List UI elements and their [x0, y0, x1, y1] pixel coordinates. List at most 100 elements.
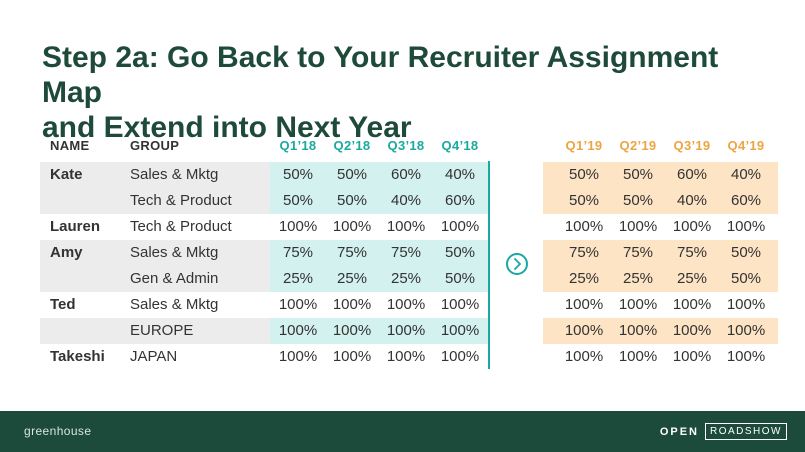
cell-2018: 100%: [332, 218, 372, 235]
cell-2019: 50%: [622, 166, 654, 183]
row-band-orange: [543, 188, 778, 214]
cell-2019: 100%: [618, 348, 658, 365]
row-band-orange: [543, 318, 778, 344]
cell-2019: 100%: [726, 322, 766, 339]
cell-2018: 50%: [282, 192, 314, 209]
row-band-teal: [270, 188, 488, 214]
row-group: Sales & Mktg: [130, 166, 219, 183]
cell-2018: 60%: [390, 166, 422, 183]
cell-2019: 25%: [676, 270, 708, 287]
slide-title-line-1: Step 2a: Go Back to Your Recruiter Assig…: [42, 41, 719, 109]
cell-2018: 100%: [332, 348, 372, 365]
cell-2018: 40%: [390, 192, 422, 209]
row-group: Sales & Mktg: [130, 244, 219, 261]
row-group: Gen & Admin: [130, 270, 219, 287]
header-q-2019: Q4’19: [727, 138, 765, 153]
cell-2019: 50%: [568, 192, 600, 209]
cell-2019: 40%: [730, 166, 762, 183]
cell-2019: 100%: [672, 348, 712, 365]
cell-2019: 40%: [676, 192, 708, 209]
brand-roadshow-text: ROADSHOW: [705, 423, 787, 440]
cell-2018: 100%: [440, 218, 480, 235]
row-group: Sales & Mktg: [130, 296, 219, 313]
cell-2019: 100%: [672, 322, 712, 339]
row-band-gray: [40, 162, 270, 188]
cell-2019: 100%: [618, 322, 658, 339]
cell-2019: 50%: [568, 166, 600, 183]
slide-title: Step 2a: Go Back to Your Recruiter Assig…: [42, 40, 782, 145]
cell-2019: 60%: [676, 166, 708, 183]
footer-bar: greenhouse OPEN ROADSHOW: [0, 411, 805, 452]
cell-2018: 100%: [386, 296, 426, 313]
cell-2018: 100%: [278, 322, 318, 339]
header-name: NAME: [50, 138, 90, 153]
row-band-orange: [543, 162, 778, 188]
header-q-2019: Q1’19: [565, 138, 603, 153]
row-group: EUROPE: [130, 322, 194, 339]
greenhouse-logo: greenhouse: [24, 424, 92, 438]
cell-2018: 60%: [444, 192, 476, 209]
cell-2019: 100%: [726, 348, 766, 365]
row-name: Lauren: [50, 218, 101, 235]
cell-2018: 100%: [332, 296, 372, 313]
q4-divider-line: [488, 161, 490, 369]
brand-open-text: OPEN: [659, 425, 699, 438]
cell-2018: 25%: [390, 270, 422, 287]
row-band-teal: [270, 240, 488, 266]
cell-2018: 40%: [444, 166, 476, 183]
cell-2019: 100%: [564, 218, 604, 235]
header-group: GROUP: [130, 138, 180, 153]
row-name: Ted: [50, 296, 76, 313]
cell-2018: 100%: [278, 348, 318, 365]
cell-2019: 100%: [564, 348, 604, 365]
cell-2019: 100%: [564, 296, 604, 313]
cell-2018: 100%: [440, 348, 480, 365]
cell-2018: 100%: [386, 322, 426, 339]
cell-2018: 50%: [336, 166, 368, 183]
header-q-2019: Q2’19: [619, 138, 657, 153]
row-band-teal: [270, 162, 488, 188]
cell-2018: 100%: [440, 322, 480, 339]
cell-2018: 25%: [336, 270, 368, 287]
cell-2019: 100%: [726, 218, 766, 235]
cell-2019: 100%: [726, 296, 766, 313]
cell-2019: 75%: [568, 244, 600, 261]
slide-title-line-2: and Extend into Next Year: [42, 111, 412, 144]
row-band-orange: [543, 240, 778, 266]
cell-2018: 50%: [444, 270, 476, 287]
cell-2019: 100%: [564, 322, 604, 339]
cell-2018: 100%: [386, 348, 426, 365]
row-group: Tech & Product: [130, 218, 232, 235]
row-band-orange: [543, 266, 778, 292]
row-band-teal: [270, 318, 488, 344]
row-band-gray: [40, 266, 270, 292]
cell-2018: 100%: [440, 296, 480, 313]
cell-2019: 75%: [622, 244, 654, 261]
cell-2019: 25%: [568, 270, 600, 287]
header-q-2019: Q3’19: [673, 138, 711, 153]
cell-2019: 100%: [672, 296, 712, 313]
row-group: Tech & Product: [130, 192, 232, 209]
cell-2019: 100%: [672, 218, 712, 235]
cell-2018: 100%: [278, 218, 318, 235]
cell-2019: 75%: [676, 244, 708, 261]
open-roadshow-logo: OPEN ROADSHOW: [660, 423, 787, 440]
cell-2019: 50%: [622, 192, 654, 209]
cell-2019: 100%: [618, 296, 658, 313]
header-q-2018: Q3’18: [387, 138, 425, 153]
cell-2018: 100%: [386, 218, 426, 235]
cell-2018: 100%: [332, 322, 372, 339]
cell-2018: 50%: [336, 192, 368, 209]
cell-2018: 25%: [282, 270, 314, 287]
cell-2018: 100%: [278, 296, 318, 313]
cell-2019: 25%: [622, 270, 654, 287]
chevron-right-circle-icon: [506, 253, 528, 275]
header-q-2018: Q4’18: [441, 138, 479, 153]
cell-2019: 50%: [730, 270, 762, 287]
cell-2018: 50%: [282, 166, 314, 183]
row-group: JAPAN: [130, 348, 178, 365]
cell-2018: 75%: [390, 244, 422, 261]
cell-2019: 50%: [730, 244, 762, 261]
cell-2018: 75%: [336, 244, 368, 261]
row-band-gray: [40, 240, 270, 266]
